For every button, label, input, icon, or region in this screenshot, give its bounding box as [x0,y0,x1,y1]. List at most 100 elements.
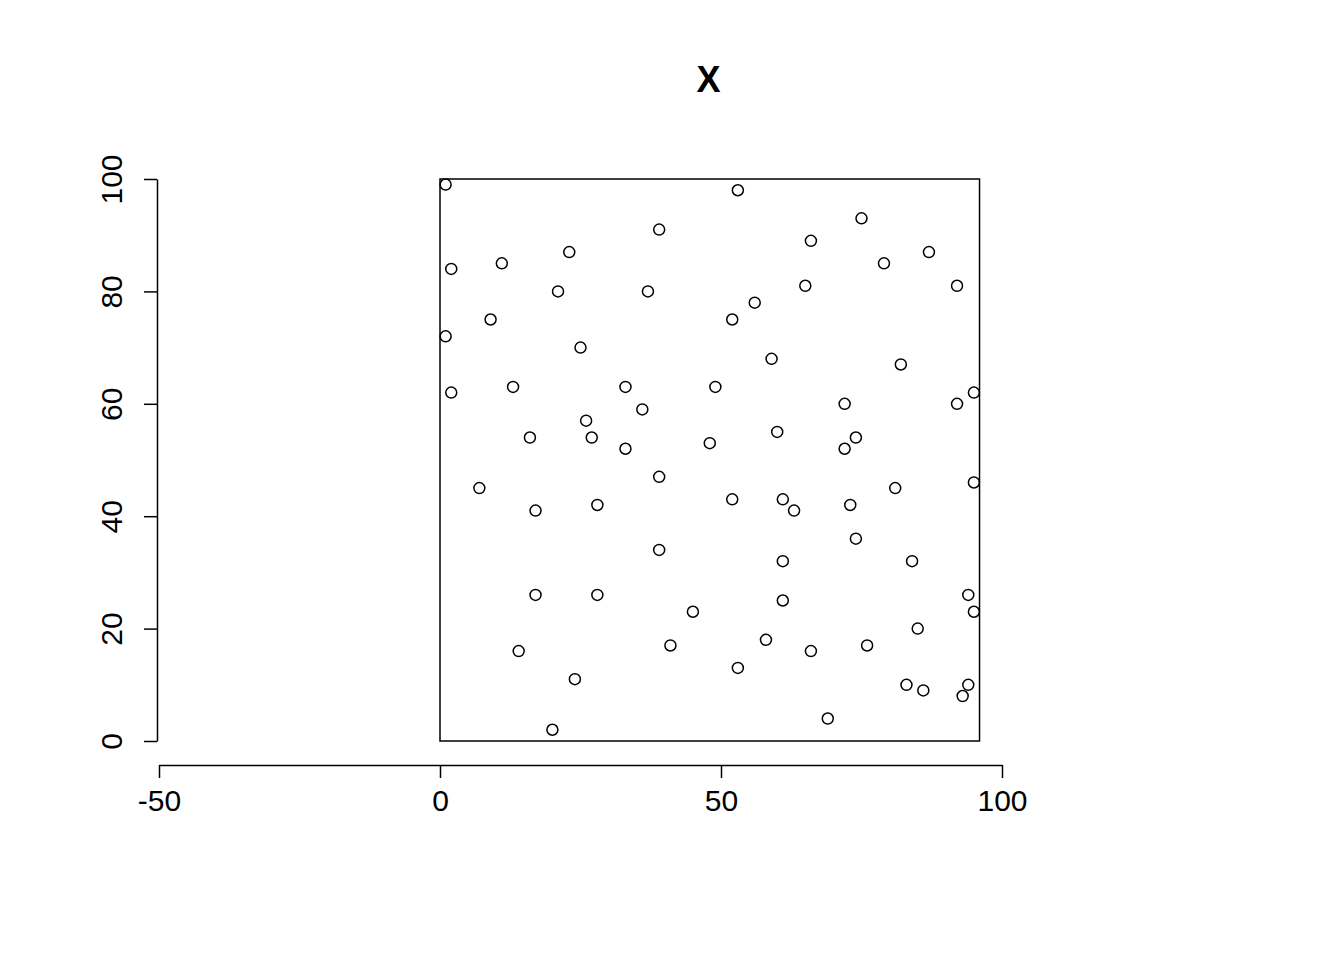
point [665,640,676,651]
point [732,185,743,196]
point [772,426,783,437]
y-tick-label: 40 [95,500,128,533]
y-tick-label: 20 [95,612,128,645]
window [440,179,980,741]
x-tick-label: 100 [977,784,1027,817]
x-tick: 0 [432,765,449,817]
x-tick: 100 [977,765,1027,817]
y-tick: 0 [95,733,158,750]
x-tick-mark [440,765,442,778]
x-tick-label: 50 [705,784,738,817]
point [895,359,906,370]
point [968,387,979,398]
point [620,443,631,454]
y-tick-label: 80 [95,275,128,308]
point [710,381,721,392]
point [839,398,850,409]
point [654,544,665,555]
point [760,634,771,645]
point [856,213,867,224]
y-tick-mark [144,516,157,518]
point [968,606,979,617]
point [749,297,760,308]
point [862,640,873,651]
point [620,381,631,392]
chart: X-50050100020406080100 [0,0,1344,960]
point [440,331,451,342]
point [963,679,974,690]
y-tick-mark [144,404,157,406]
point [637,404,648,415]
point [440,179,451,190]
point [569,674,580,685]
point [732,662,743,673]
y-tick-mark [144,741,157,743]
point [446,263,457,274]
point [496,258,507,269]
x-axis: -50 0 50 100 [138,765,1028,817]
point [968,477,979,488]
point [485,314,496,325]
point [839,443,850,454]
point [822,713,833,724]
y-tick-mark [144,291,157,293]
point [963,589,974,600]
point [530,505,541,516]
y-tick-label: 60 [95,388,128,421]
y-axis: 0 20 40 60 80 100 [95,154,158,749]
x-tick-mark [721,765,723,778]
point [878,258,889,269]
point [766,353,777,364]
y-tick: 20 [95,612,158,645]
point [777,556,788,567]
x-tick-label: 0 [432,784,449,817]
point [952,398,963,409]
point [890,483,901,494]
point [581,415,592,426]
point [727,314,738,325]
point [586,432,597,443]
y-tick-label: 100 [95,154,128,204]
point [524,432,535,443]
point [805,235,816,246]
point [901,679,912,690]
y-tick-label: 0 [95,733,128,750]
x-tick-mark [159,765,161,778]
point [654,471,665,482]
y-axis-line [157,180,159,742]
plot-area [440,179,980,741]
point [564,247,575,258]
point [530,589,541,600]
point [918,685,929,696]
x-tick: -50 [138,765,181,817]
point [446,387,457,398]
point [850,432,861,443]
y-tick: 60 [95,388,158,421]
point [553,286,564,297]
point [592,589,603,600]
point [907,556,918,567]
y-tick-mark [144,628,157,630]
y-tick-mark [144,179,157,181]
point [805,646,816,657]
x-axis-line [160,765,1003,767]
point [727,494,738,505]
point [845,499,856,510]
x-tick-mark [1002,765,1004,778]
point [777,494,788,505]
point [923,247,934,258]
y-tick: 80 [95,275,158,308]
point [704,438,715,449]
point [777,595,788,606]
point [575,342,586,353]
point [952,280,963,291]
point [654,224,665,235]
point [957,691,968,702]
point [642,286,653,297]
point [800,280,811,291]
y-tick: 40 [95,500,158,533]
x-tick-label: -50 [138,784,181,817]
point [850,533,861,544]
x-tick: 50 [705,765,738,817]
point [592,499,603,510]
